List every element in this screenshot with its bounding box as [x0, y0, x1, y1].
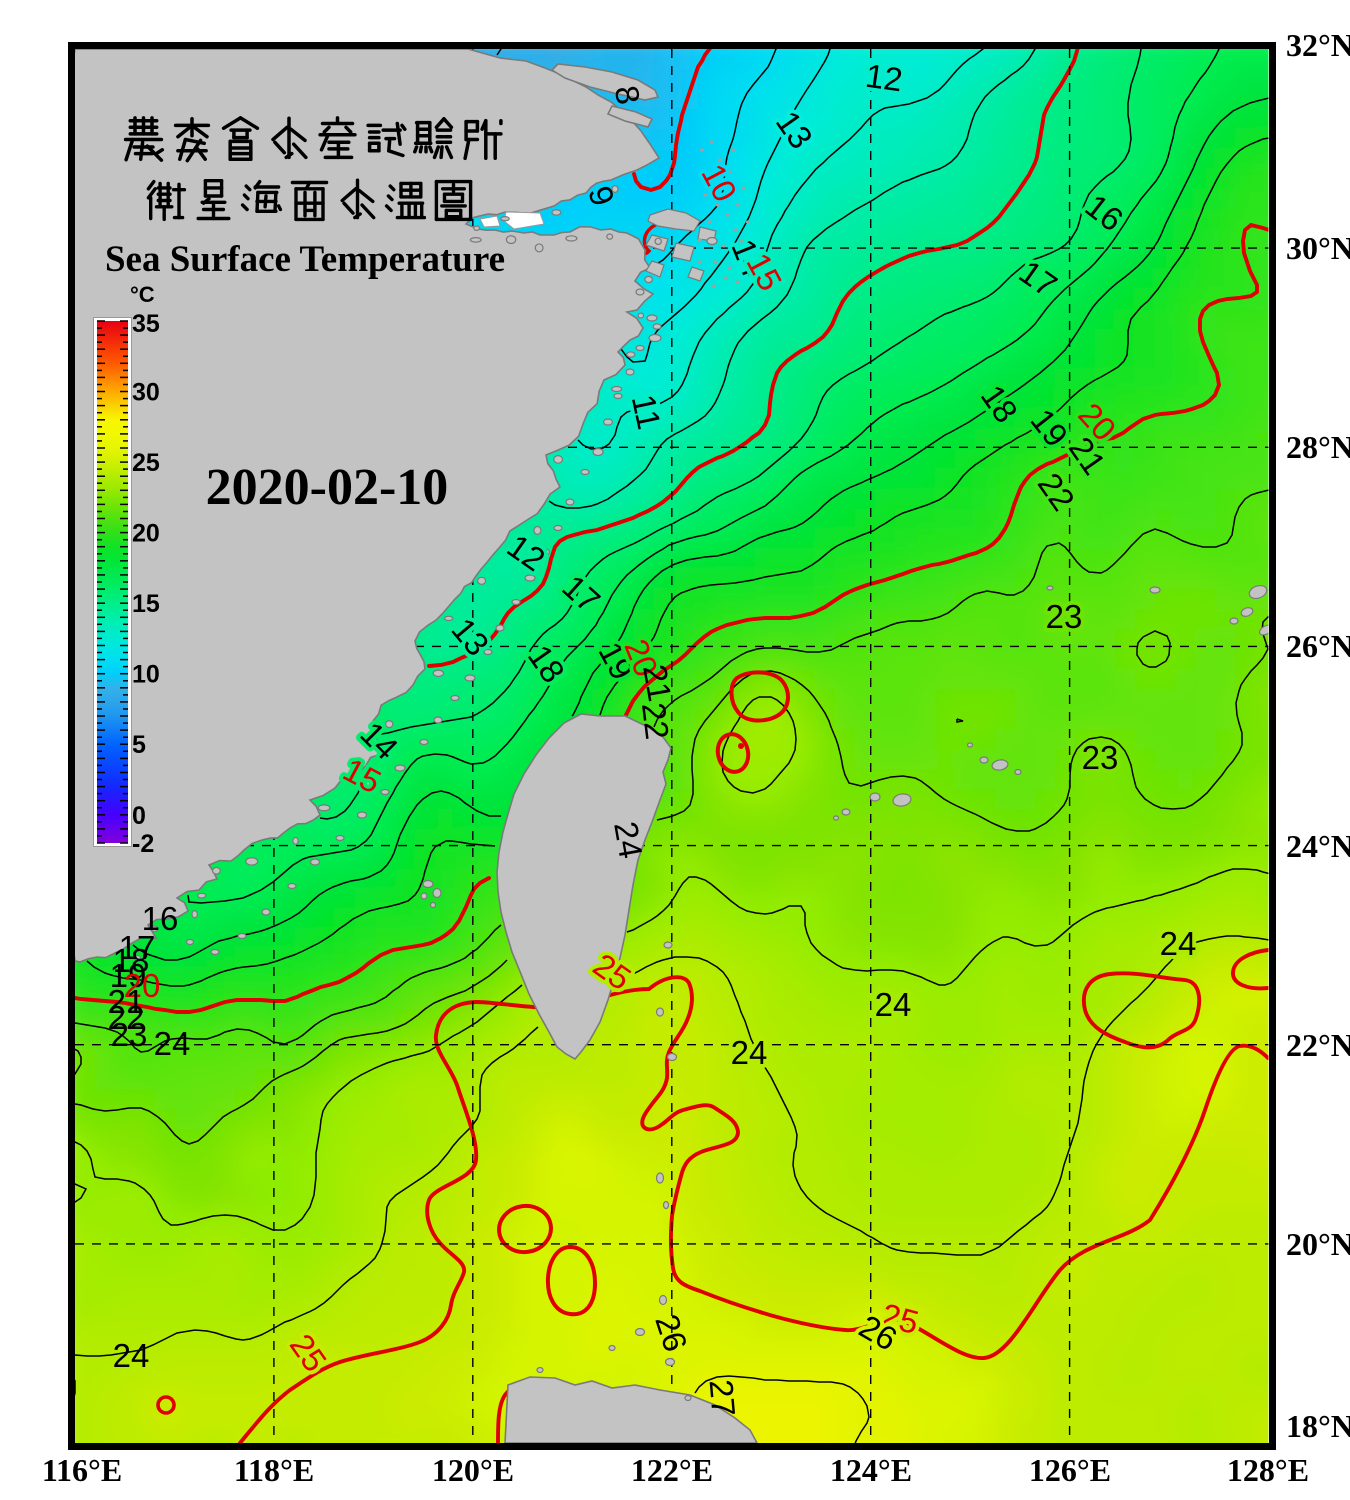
svg-text:122°E: 122°E — [631, 1452, 713, 1488]
svg-text:21: 21 — [108, 983, 145, 1020]
svg-text:2020-02-10: 2020-02-10 — [206, 459, 449, 516]
svg-text:120°E: 120°E — [432, 1452, 514, 1488]
svg-text:124°E: 124°E — [830, 1452, 912, 1488]
svg-text:22: 22 — [108, 999, 145, 1036]
svg-text:24: 24 — [607, 819, 650, 862]
svg-text:30°N: 30°N — [1286, 230, 1350, 266]
svg-text:15: 15 — [132, 590, 160, 618]
svg-text:24: 24 — [731, 1034, 768, 1071]
svg-text:32°N: 32°N — [1286, 27, 1350, 63]
svg-text:22: 22 — [635, 700, 676, 741]
svg-text:23: 23 — [111, 1016, 148, 1053]
svg-text:21: 21 — [636, 662, 679, 705]
svg-text:17: 17 — [119, 929, 156, 966]
svg-text:24°N: 24°N — [1286, 828, 1350, 864]
svg-text:24: 24 — [154, 1025, 191, 1062]
svg-text:126°E: 126°E — [1029, 1452, 1111, 1488]
svg-text:20: 20 — [124, 967, 161, 1004]
svg-text:25: 25 — [132, 449, 160, 477]
svg-text:116°E: 116°E — [42, 1452, 122, 1488]
svg-text:°C: °C — [130, 282, 155, 307]
svg-text:35: 35 — [132, 310, 160, 338]
svg-text:24: 24 — [875, 986, 912, 1023]
svg-text:118°E: 118°E — [234, 1452, 314, 1488]
svg-text:11: 11 — [625, 391, 668, 432]
svg-text:26°N: 26°N — [1286, 628, 1350, 664]
svg-text:20: 20 — [132, 520, 160, 548]
svg-text:30: 30 — [132, 379, 160, 407]
svg-text:24: 24 — [731, 1034, 768, 1071]
svg-text:20°N: 20°N — [1286, 1226, 1350, 1262]
svg-text:22°N: 22°N — [1286, 1027, 1350, 1063]
svg-text:16: 16 — [142, 900, 179, 937]
svg-text:0: 0 — [132, 802, 146, 830]
svg-text:23: 23 — [1046, 598, 1083, 635]
svg-text:19: 19 — [110, 957, 147, 994]
svg-text:23: 23 — [1046, 598, 1083, 635]
svg-text:23: 23 — [1082, 739, 1119, 776]
svg-text:24: 24 — [113, 1337, 150, 1374]
svg-text:24: 24 — [875, 986, 912, 1023]
svg-text:28°N: 28°N — [1286, 429, 1350, 465]
svg-text:12: 12 — [863, 57, 905, 99]
svg-text:10: 10 — [132, 661, 160, 689]
svg-text:128°E: 128°E — [1227, 1452, 1309, 1488]
svg-text:23: 23 — [1082, 739, 1119, 776]
svg-text:18°N: 18°N — [1286, 1408, 1350, 1444]
svg-text:24: 24 — [1160, 925, 1197, 962]
svg-text:18: 18 — [113, 942, 150, 979]
svg-text:5: 5 — [132, 731, 146, 759]
svg-text:24: 24 — [1160, 925, 1197, 962]
svg-text:-2: -2 — [132, 830, 154, 858]
svg-text:Sea Surface Temperature: Sea Surface Temperature — [105, 239, 505, 280]
svg-text:27: 27 — [702, 1378, 742, 1418]
